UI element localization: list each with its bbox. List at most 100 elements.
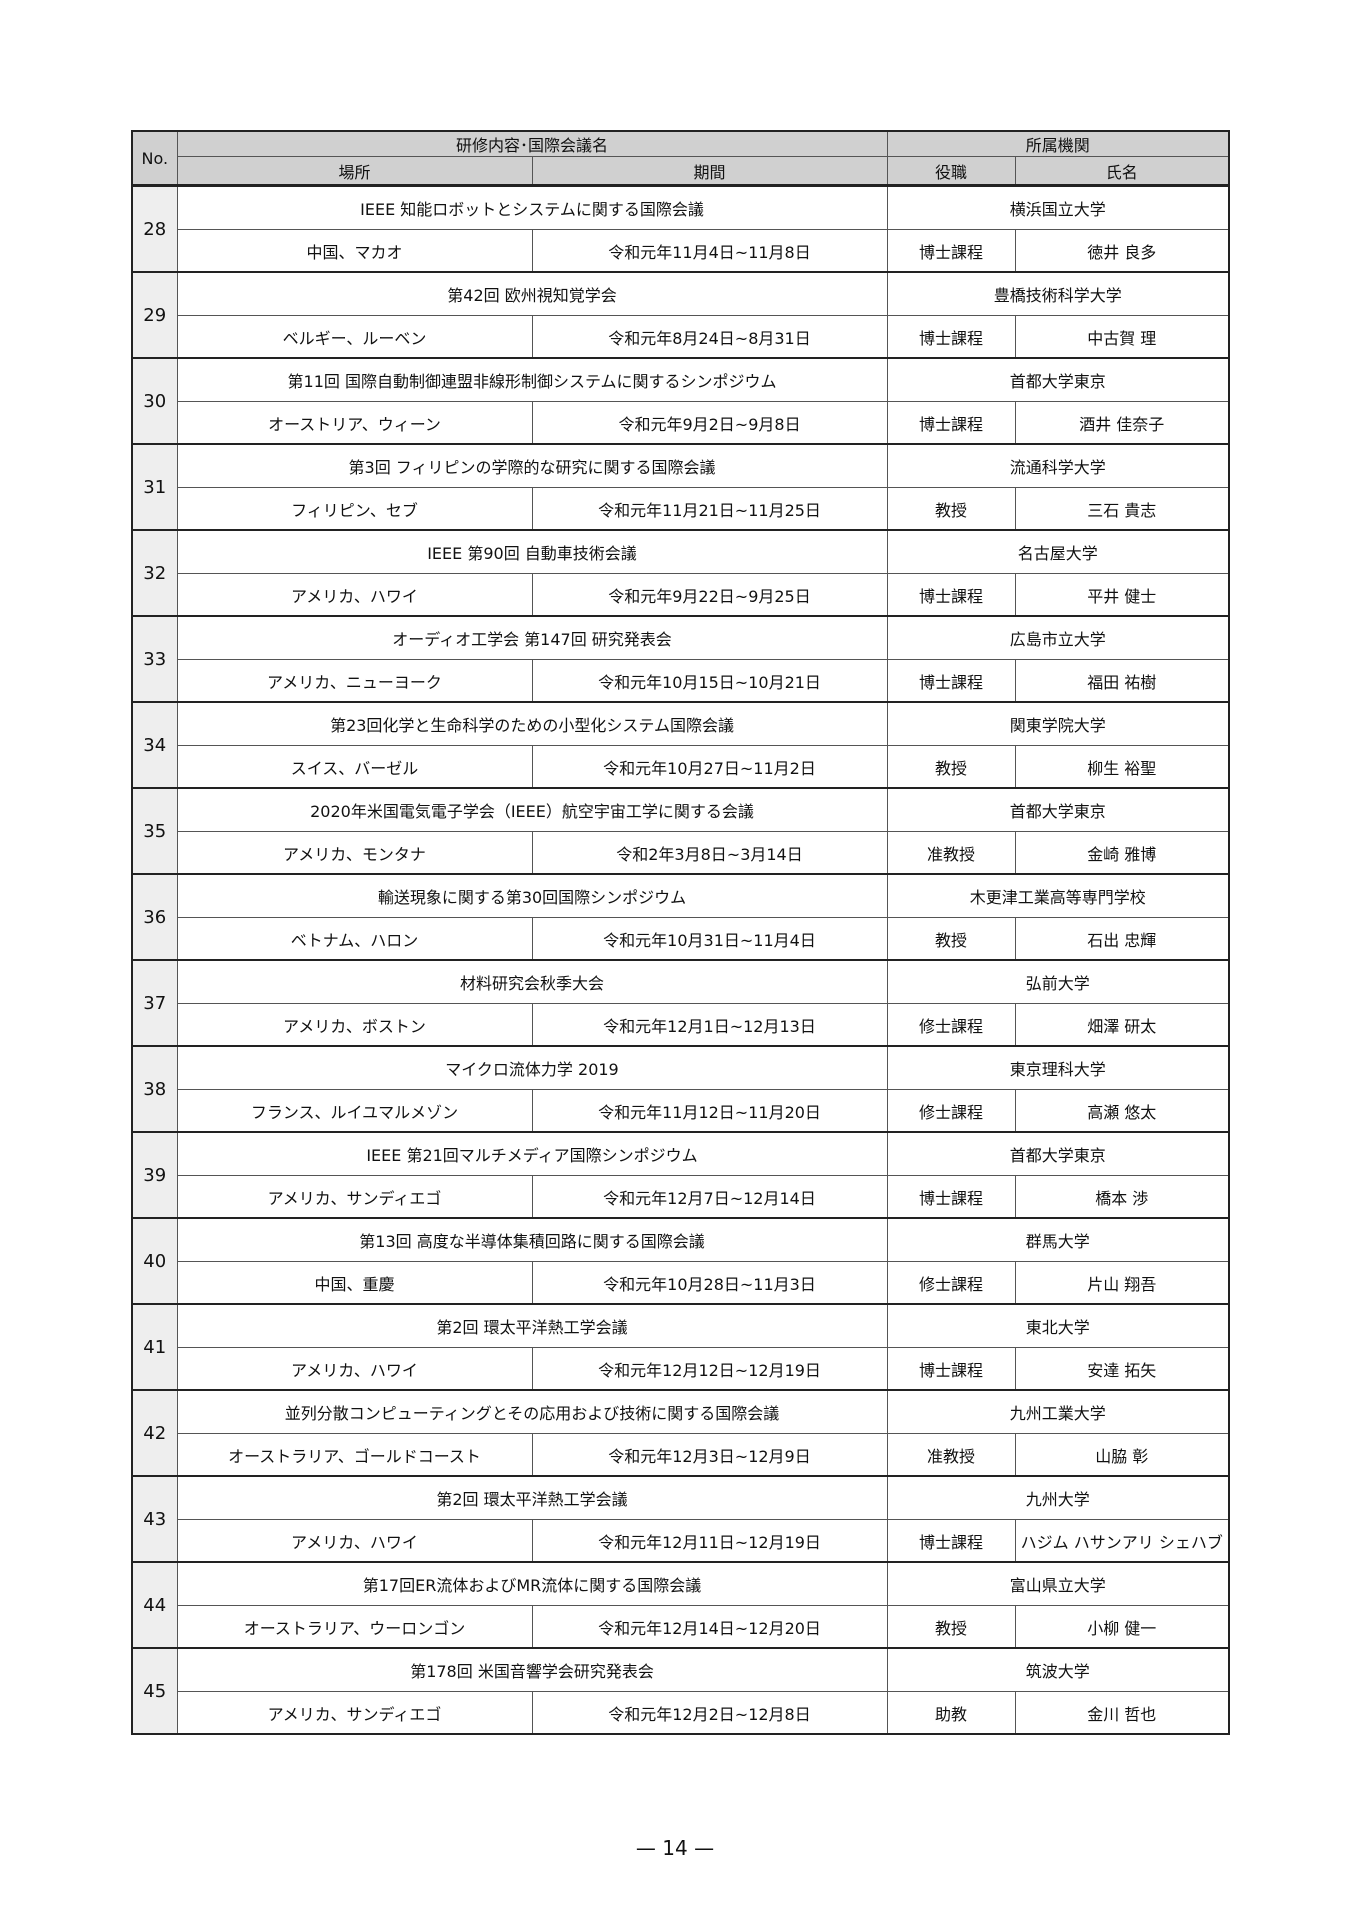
place: オーストラリア、ゴールドコースト — [176, 1433, 533, 1477]
conference-name: 第2回 環太平洋熱工学会議 — [176, 1303, 888, 1348]
institution: 豊橋技術科学大学 — [886, 271, 1230, 316]
period: 令和元年12月1日~12月13日 — [531, 1003, 888, 1047]
institution: 首都大学東京 — [886, 1131, 1230, 1176]
period: 令和元年10月27日~11月2日 — [531, 745, 888, 789]
person-name: 安達 拓矢 — [1014, 1347, 1230, 1391]
row-number: 29 — [131, 271, 178, 359]
place: ベトナム、ハロン — [176, 917, 533, 961]
person-name: 石出 忠輝 — [1014, 917, 1230, 961]
place: アメリカ、ボストン — [176, 1003, 533, 1047]
table-row: 35 2020年米国電気電子学会（IEEE）航空宇宙工学に関する会議 首都大学東京 — [131, 787, 1230, 875]
person-name: 柳生 裕聖 — [1014, 745, 1230, 789]
table-row: 34 第23回化学と生命科学のための小型化システム国際会議 関東学院大学 — [131, 701, 1230, 789]
table-row-detail: 中国、マカオ 令和元年11月4日~11月8日 博士課程 徳井 良多 — [132, 229, 1230, 273]
table-row-detail: アメリカ、ハワイ 令和元年9月22日~9月25日 博士課程 平井 健士 — [132, 573, 1230, 617]
table-row-detail: アメリカ、ハワイ 令和元年12月11日~12月19日 博士課程 ハジム ハサンアリ シ… — [132, 1519, 1230, 1563]
table-row: 29 第42回 欧州視知覚学会 豊橋技術科学大学 — [131, 271, 1230, 359]
conference-name: IEEE 知能ロボットとシステムに関する国際会議 — [176, 185, 888, 230]
institution: 広島市立大学 — [886, 615, 1230, 660]
place: オーストリア、ウィーン — [176, 401, 533, 445]
row-number: 42 — [131, 1389, 178, 1477]
person-name: 三石 貴志 — [1014, 487, 1230, 531]
table-row: 40 第13回 高度な半導体集積回路に関する国際会議 群馬大学 — [131, 1217, 1230, 1305]
place: アメリカ、サンディエゴ — [176, 1175, 533, 1219]
conference-name: 第178回 米国音響学会研究発表会 — [176, 1647, 888, 1692]
period: 令和元年9月22日~9月25日 — [531, 573, 888, 617]
conference-name: IEEE 第21回マルチメディア国際シンポジウム — [176, 1131, 888, 1176]
row-number: 43 — [131, 1475, 178, 1563]
conference-name: 第23回化学と生命科学のための小型化システム国際会議 — [176, 701, 888, 746]
conference-name: 並列分散コンピューティングとその応用および技術に関する国際会議 — [176, 1389, 888, 1434]
person-name: 畑澤 研太 — [1014, 1003, 1230, 1047]
place: アメリカ、ハワイ — [176, 1347, 533, 1391]
table-row-detail: 中国、重慶 令和元年10月28日~11月3日 修士課程 片山 翔吾 — [132, 1261, 1230, 1305]
person-name: 片山 翔吾 — [1014, 1261, 1230, 1305]
position: 博士課程 — [886, 229, 1016, 273]
position: 博士課程 — [886, 315, 1016, 359]
row-number: 39 — [131, 1131, 178, 1219]
table-row: 28 IEEE 知能ロボットとシステムに関する国際会議 横浜国立大学 — [131, 185, 1230, 273]
period: 令和元年11月12日~11月20日 — [531, 1089, 888, 1133]
institution: 九州工業大学 — [886, 1389, 1230, 1434]
table-row: 37 材料研究会秋季大会 弘前大学 — [131, 959, 1230, 1047]
header-position: 役職 — [886, 156, 1016, 186]
table-row-detail: ベトナム、ハロン 令和元年10月31日~11月4日 教授 石出 忠輝 — [132, 917, 1230, 961]
table-row-detail: オーストリア、ウィーン 令和元年9月2日~9月8日 博士課程 酒井 佳奈子 — [132, 401, 1230, 445]
row-number: 31 — [131, 443, 178, 531]
conference-name: 第42回 欧州視知覚学会 — [176, 271, 888, 316]
table-row-detail: オーストラリア、ウーロンゴン 令和元年12月14日~12月20日 教授 小柳 健一 — [132, 1605, 1230, 1649]
conference-name: 第13回 高度な半導体集積回路に関する国際会議 — [176, 1217, 888, 1262]
position: 博士課程 — [886, 401, 1016, 445]
period: 令和元年12月2日~12月8日 — [531, 1691, 888, 1735]
institution: 流通科学大学 — [886, 443, 1230, 488]
header-no: No. — [131, 130, 178, 186]
place: スイス、バーゼル — [176, 745, 533, 789]
place: フィリピン、セブ — [176, 487, 533, 531]
table-row-detail: アメリカ、ニューヨーク 令和元年10月15日~10月21日 博士課程 福田 祐樹 — [132, 659, 1230, 703]
header-place: 場所 — [176, 156, 533, 186]
person-name: 中古賀 理 — [1014, 315, 1230, 359]
row-number: 41 — [131, 1303, 178, 1391]
place: 中国、重慶 — [176, 1261, 533, 1305]
period: 令和元年12月12日~12月19日 — [531, 1347, 888, 1391]
row-number: 40 — [131, 1217, 178, 1305]
table-row: 44 第17回ER流体およびMR流体に関する国際会議 富山県立大学 — [131, 1561, 1230, 1649]
institution: 九州大学 — [886, 1475, 1230, 1520]
row-number: 30 — [131, 357, 178, 445]
row-number: 38 — [131, 1045, 178, 1133]
place: アメリカ、ニューヨーク — [176, 659, 533, 703]
position: 准教授 — [886, 1433, 1016, 1477]
position: 教授 — [886, 917, 1016, 961]
position: 博士課程 — [886, 659, 1016, 703]
institution: 東京理科大学 — [886, 1045, 1230, 1090]
row-number: 28 — [131, 185, 178, 273]
table-row-detail: ベルギー、ルーベン 令和元年8月24日~8月31日 博士課程 中古賀 理 — [132, 315, 1230, 359]
person-name: 徳井 良多 — [1014, 229, 1230, 273]
table-row: 30 第11回 国際自動制御連盟非線形制御システムに関するシンポジウム 首都大学東京 — [131, 357, 1230, 445]
table-row-detail: フランス、ルイユマルメゾン 令和元年11月12日~11月20日 修士課程 高瀬 悠太 — [132, 1089, 1230, 1133]
conference-name: 第2回 環太平洋熱工学会議 — [176, 1475, 888, 1520]
position: 修士課程 — [886, 1003, 1016, 1047]
row-number: 35 — [131, 787, 178, 875]
place: 中国、マカオ — [176, 229, 533, 273]
row-number: 36 — [131, 873, 178, 961]
table-row-detail: アメリカ、ボストン 令和元年12月1日~12月13日 修士課程 畑澤 研太 — [132, 1003, 1230, 1047]
row-number: 37 — [131, 959, 178, 1047]
person-name: 酒井 佳奈子 — [1014, 401, 1230, 445]
header-training: 研修内容･国際会議名 — [176, 130, 888, 157]
position: 修士課程 — [886, 1089, 1016, 1133]
institution: 東北大学 — [886, 1303, 1230, 1348]
period: 令和元年10月15日~10月21日 — [531, 659, 888, 703]
table-row-detail: アメリカ、サンディエゴ 令和元年12月2日~12月8日 助教 金川 哲也 — [132, 1691, 1230, 1735]
institution: 横浜国立大学 — [886, 185, 1230, 230]
place: ベルギー、ルーベン — [176, 315, 533, 359]
period: 令和元年12月7日~12月14日 — [531, 1175, 888, 1219]
place: アメリカ、サンディエゴ — [176, 1691, 533, 1735]
place: アメリカ、モンタナ — [176, 831, 533, 875]
position: 准教授 — [886, 831, 1016, 875]
table-row-detail: オーストラリア、ゴールドコースト 令和元年12月3日~12月9日 准教授 山脇 彰 — [132, 1433, 1230, 1477]
header-period: 期間 — [531, 156, 888, 186]
position: 博士課程 — [886, 1347, 1016, 1391]
row-number: 32 — [131, 529, 178, 617]
person-name: 小柳 健一 — [1014, 1605, 1230, 1649]
